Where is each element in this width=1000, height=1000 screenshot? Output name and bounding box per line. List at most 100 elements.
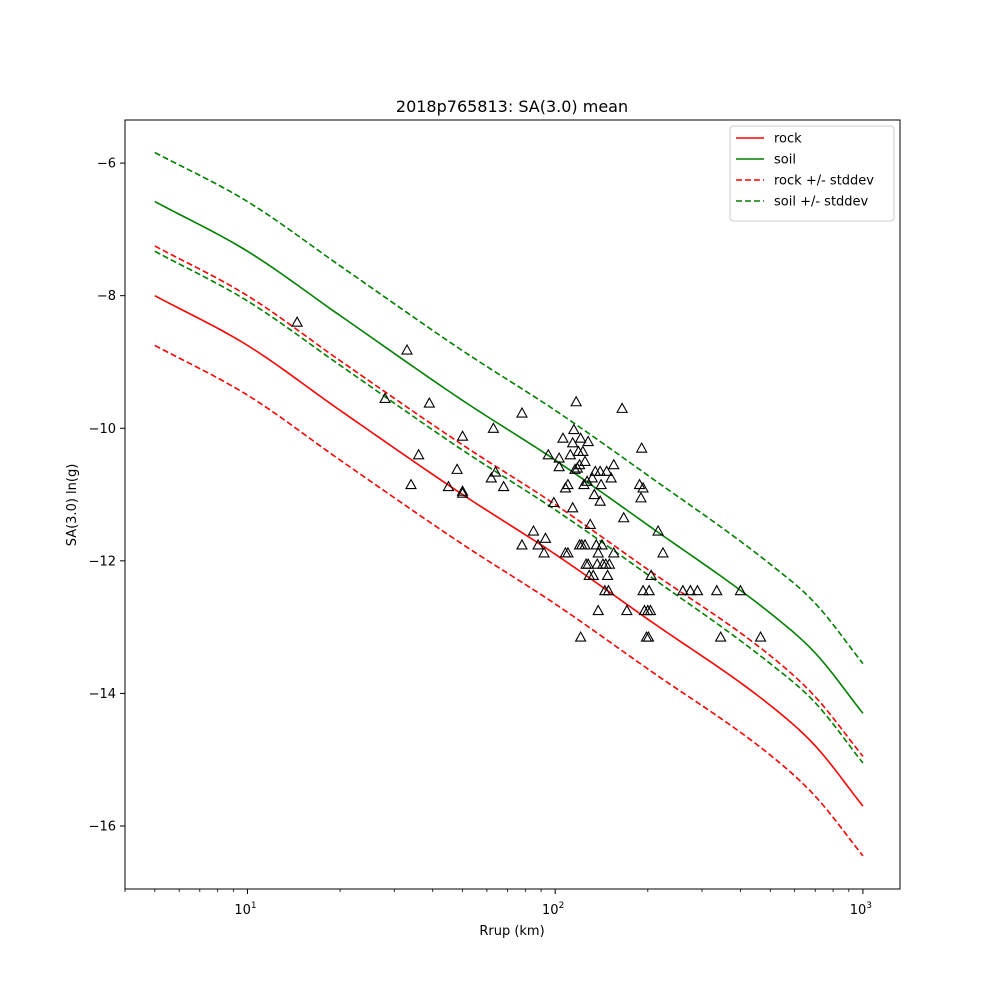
data-point — [587, 569, 600, 580]
data-point — [542, 448, 555, 460]
data-point — [405, 478, 417, 490]
data-point — [592, 546, 605, 558]
data-point — [620, 604, 633, 616]
y-tick-label: −6 — [97, 157, 116, 172]
y-tick-label: −14 — [89, 687, 116, 702]
data-point — [582, 435, 595, 447]
series-line-rock-0 — [154, 294, 864, 807]
data-point — [456, 487, 469, 498]
data-point — [489, 465, 502, 477]
observation-points — [291, 316, 767, 642]
data-point — [637, 481, 649, 493]
data-point — [635, 491, 647, 503]
data-point — [561, 478, 574, 490]
series-layer — [154, 151, 864, 857]
data-point — [401, 343, 413, 355]
x-tick-label: 102 — [542, 901, 564, 918]
data-point — [576, 445, 589, 457]
data-point — [538, 546, 550, 558]
data-point — [527, 524, 540, 536]
data-point — [570, 395, 583, 407]
data-point — [456, 430, 469, 441]
data-point — [579, 455, 591, 466]
data-point — [595, 478, 608, 490]
data-point — [607, 458, 620, 470]
data-point — [734, 584, 747, 596]
data-point — [607, 546, 620, 558]
data-point — [557, 432, 569, 443]
data-point — [581, 475, 594, 486]
chart-title: 2018p765813: SA(3.0) mean — [396, 97, 628, 116]
series-line-rock-stddev-2 — [154, 245, 864, 757]
data-point — [617, 511, 630, 523]
data-point — [579, 538, 591, 550]
legend-box — [729, 125, 895, 222]
series-line-soil-stddev-4 — [154, 151, 864, 665]
x-tick-label: 101 — [234, 901, 256, 918]
data-point — [516, 538, 528, 550]
data-point — [456, 485, 469, 496]
x-tick-label: 103 — [850, 901, 872, 918]
data-point — [644, 604, 657, 616]
data-point — [573, 458, 586, 470]
data-point — [591, 558, 604, 569]
legend: rock soil rock +/- stddev soil +/- stddev — [729, 125, 895, 222]
data-point — [710, 584, 723, 596]
data-point — [539, 532, 552, 543]
data-point — [588, 488, 601, 500]
data-point — [652, 524, 665, 536]
data-point — [684, 584, 697, 596]
data-point — [590, 538, 603, 550]
data-point — [596, 538, 608, 550]
y-axis-label: SA(3.0) ln(g) — [65, 464, 80, 547]
data-point — [592, 604, 605, 616]
data-point — [643, 584, 656, 596]
data-point — [553, 451, 566, 463]
data-point — [582, 558, 595, 569]
data-point — [487, 422, 500, 433]
data-point — [714, 630, 727, 642]
x-axis-label: Rrup (km) — [479, 924, 544, 939]
data-point — [605, 471, 618, 483]
series-line-soil-stddev-5 — [154, 250, 864, 764]
data-point — [567, 423, 580, 435]
data-point — [616, 402, 629, 413]
data-point — [754, 630, 767, 642]
data-point — [676, 584, 689, 596]
legend-label: soil +/- stddev — [774, 195, 869, 210]
data-point — [603, 558, 616, 569]
y-tick-label: −12 — [89, 554, 116, 569]
data-point — [532, 538, 545, 550]
data-point — [586, 471, 599, 483]
data-point — [516, 406, 528, 418]
data-point — [497, 480, 510, 492]
legend-label: soil — [774, 153, 796, 168]
data-point — [564, 448, 577, 460]
data-point — [637, 584, 649, 596]
data-point — [559, 546, 572, 558]
plot-area-frame — [124, 119, 901, 890]
data-point — [601, 569, 614, 580]
data-point — [291, 316, 304, 327]
data-point — [547, 496, 560, 508]
data-point — [594, 495, 607, 506]
data-point — [451, 463, 464, 474]
data-point — [566, 501, 579, 513]
data-point — [485, 471, 498, 483]
data-point — [553, 460, 566, 472]
axes: −16 −14 −12 −10 −8 −6 101 102 103 — [89, 157, 872, 918]
data-point — [642, 630, 655, 642]
data-point — [602, 584, 615, 596]
legend-label: rock +/- stddev — [774, 174, 874, 189]
data-point — [594, 465, 607, 476]
series-line-rock-stddev-3 — [154, 344, 864, 857]
data-point — [657, 546, 669, 558]
data-point — [412, 448, 425, 460]
data-point — [574, 630, 587, 642]
y-tick-label: −10 — [89, 422, 116, 437]
y-tick-label: −8 — [97, 289, 116, 304]
legend-label: rock — [774, 132, 802, 147]
data-point — [423, 396, 436, 408]
data-point — [691, 584, 704, 596]
